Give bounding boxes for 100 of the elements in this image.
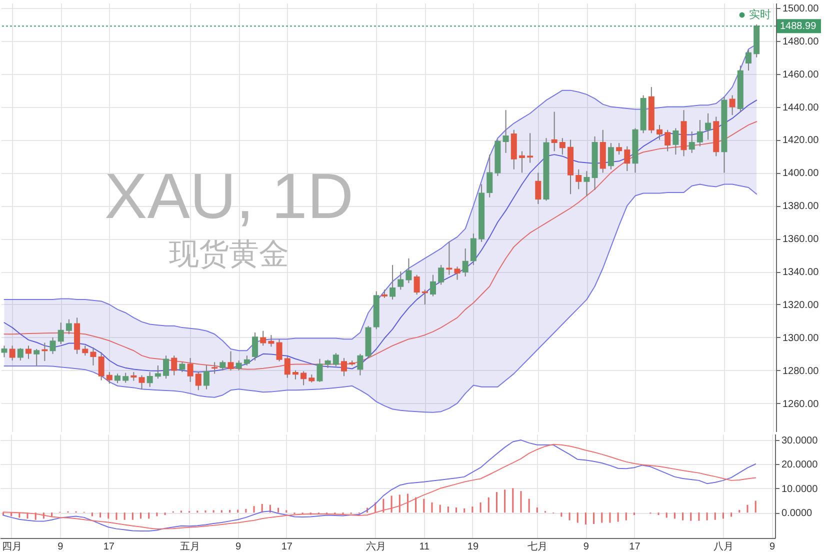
y-tick-label: 1460.00 [782,69,820,80]
candlestick [228,350,234,371]
candlestick [316,358,323,382]
candlestick [527,132,534,164]
candlestick [138,374,145,390]
candlestick [203,364,210,390]
candlestick [584,170,590,196]
candlestick [90,346,96,366]
candlestick [98,352,104,381]
candlestick [187,358,194,382]
candlestick [688,131,695,154]
candlestick [576,168,582,190]
y-tick-label: 1300.00 [782,332,820,344]
x-tick-label: 四月 [2,542,22,552]
candlestick [398,271,404,290]
candlestick [244,355,250,366]
y-tick-label: 1360.00 [782,234,820,246]
y-tick-label: 1320.00 [782,300,820,311]
candlestick [729,94,736,116]
candlestick [114,373,120,384]
candlestick [284,356,290,378]
candlestick [268,334,274,348]
candlestick [9,345,16,362]
candlestick [220,360,226,371]
text: XAU, 1D [104,160,354,232]
candlestick [34,348,40,366]
candlestick [260,330,266,346]
y-tick-label: 1500.00 [782,3,820,14]
text: 现货黄金 [169,238,289,271]
candlestick [146,372,153,388]
x-tick-label: 9 [769,542,776,552]
x-tick-label: 七月 [528,540,548,552]
candlestick [122,372,129,384]
candlestick [664,129,671,152]
x-tick-label: 11 [419,542,430,552]
candlestick [252,332,258,362]
candlestick [486,154,493,198]
candlestick [154,364,161,380]
candlestick [696,119,703,147]
candlestick [163,355,170,380]
x-tick-label: 五月 [180,542,200,552]
candlestick [624,146,630,172]
y-tick-label: 20.0000 [782,460,818,471]
y-tick-label: 1480.00 [782,36,820,48]
y-tick-label: 1420.00 [782,135,820,146]
candlestick [518,150,525,174]
x-tick-label: 17 [281,542,293,552]
candlestick [276,338,282,362]
candlestick [300,370,307,386]
y-tick-label: 30.0000 [782,436,818,447]
candlestick [616,142,622,156]
candlestick [430,274,436,297]
candlestick [502,110,509,154]
candlestick [390,264,396,300]
candlestick [357,353,364,376]
candlestick [58,322,64,345]
candlestick [608,142,614,170]
candlestick [332,352,339,367]
y-tick-label: 1280.00 [782,366,820,377]
x-tick-label: 9 [583,542,590,552]
candlestick [438,264,444,286]
ref-line-label: 1488.99 [780,21,817,32]
candlestick [462,248,468,277]
candlestick [414,274,420,296]
candlestick [171,355,178,376]
candlestick [212,362,218,374]
candlestick [195,372,202,391]
x-tick-label: 9 [236,542,242,552]
x-tick-label: 六月 [366,540,386,552]
y-tick-label: 1260.00 [782,398,820,410]
candlestick [341,358,348,377]
candlestick [106,372,112,384]
candlestick [705,112,712,140]
candlestick [82,345,88,356]
candlestick [66,318,72,335]
candlestick [406,258,412,284]
candlestick [454,266,460,280]
y-tick-label: 1340.00 [782,267,820,278]
candlestick [42,342,48,362]
candlestick [551,111,558,152]
y-tick-label: 1400.00 [782,168,820,180]
candlestick [422,289,428,305]
x-tick-label: 19 [467,542,479,552]
annotation: 实时 [749,8,771,21]
candlestick [179,362,186,373]
candlestick [672,128,679,156]
candlestick [470,233,476,266]
candlestick [745,49,752,72]
y-tick-label: 1440.00 [782,102,820,114]
candlestick [535,172,542,204]
x-tick-label: 17 [103,542,115,552]
candlestick [26,345,32,360]
y-tick-label: 10.0000 [782,484,818,495]
x-tick-label: 八月 [714,542,734,552]
candlestick [236,360,242,371]
y-tick-label: 1380.00 [782,201,820,212]
candlestick [50,336,56,354]
candlestick [559,138,566,156]
candlestick [17,348,24,362]
x-tick-label: 9 [58,542,64,552]
